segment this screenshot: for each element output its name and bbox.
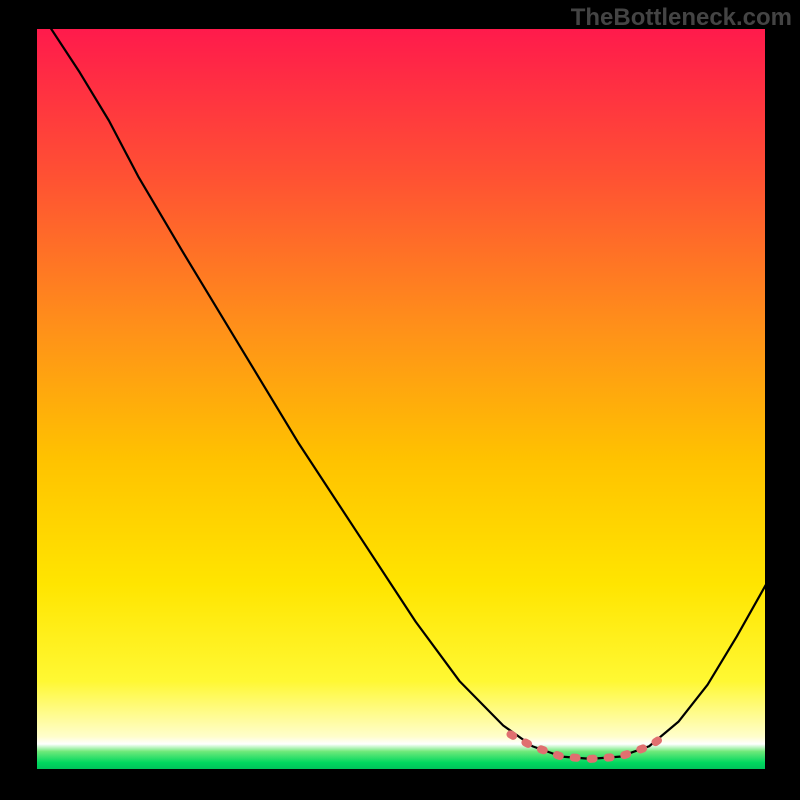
plot-area <box>36 28 766 770</box>
gradient-background <box>36 28 766 770</box>
chart-svg <box>36 28 766 770</box>
attribution-text: TheBottleneck.com <box>571 4 792 32</box>
